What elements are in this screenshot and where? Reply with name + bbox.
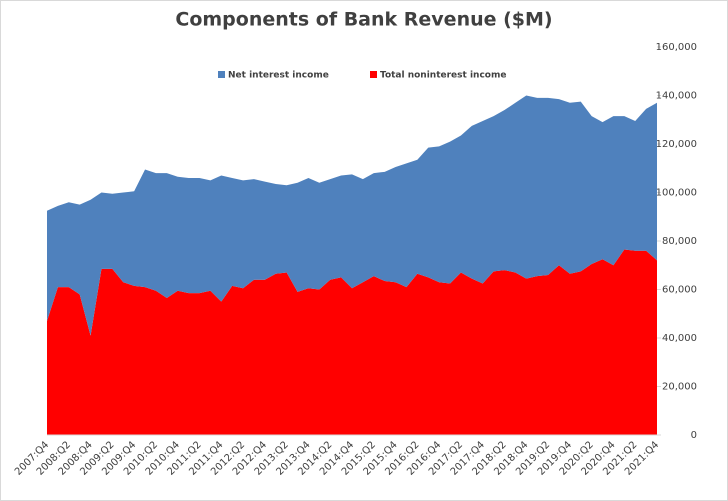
chart-title: Components of Bank Revenue ($M) <box>175 9 552 31</box>
legend-swatch <box>218 71 225 78</box>
legend-label: Total noninterest income <box>380 71 506 81</box>
area <box>47 95 657 336</box>
area <box>47 249 657 435</box>
y-tick-label: 60,000 <box>662 285 697 296</box>
y-tick-label: 120,000 <box>656 139 697 150</box>
y-tick-label: 0 <box>691 430 697 441</box>
y-tick-label: 100,000 <box>656 188 697 199</box>
legend-swatch <box>370 71 377 78</box>
y-tick-label: 40,000 <box>662 333 697 344</box>
legend-label: Net interest income <box>228 71 329 81</box>
y-tick-label: 80,000 <box>662 236 697 247</box>
y-tick-label: 140,000 <box>656 91 697 102</box>
y-tick-label: 160,000 <box>656 42 697 53</box>
y-tick-label: 20,000 <box>662 382 697 393</box>
